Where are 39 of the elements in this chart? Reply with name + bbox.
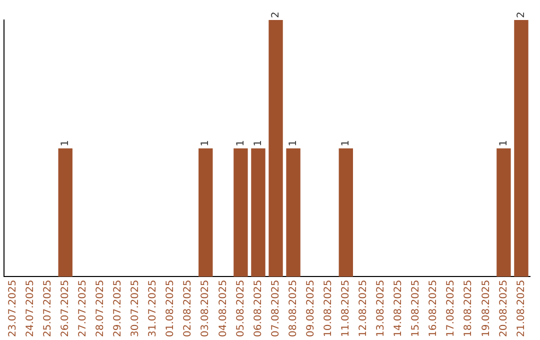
x-tick-label: 02.08.2025: [182, 280, 194, 338]
x-tick-label: 24.07.2025: [24, 280, 36, 338]
x-tick-label: 01.08.2025: [165, 280, 176, 338]
data-label: 2: [516, 12, 527, 18]
x-tick-label: 18.08.2025: [463, 280, 474, 338]
x-tick-label: 14.08.2025: [393, 280, 404, 338]
data-label: 1: [498, 140, 510, 146]
x-tick-label: 19.08.2025: [480, 280, 492, 338]
x-tick-label: 21.08.2025: [516, 280, 527, 338]
x-tick-label: 10.08.2025: [322, 280, 334, 338]
data-label: 1: [340, 140, 352, 146]
x-tick-label: 16.08.2025: [428, 280, 440, 338]
x-tick-label: 20.08.2025: [498, 280, 510, 338]
x-tick-label: 05.08.2025: [235, 280, 246, 338]
data-label: 2: [270, 12, 282, 18]
data-label: 1: [235, 140, 246, 146]
x-tick-label: 04.08.2025: [218, 280, 229, 338]
x-tick-label: 12.08.2025: [358, 280, 370, 338]
x-tick-label: 30.07.2025: [130, 280, 142, 338]
x-tick-label: 25.07.2025: [42, 280, 54, 338]
x-tick-label: 11.08.2025: [340, 280, 352, 338]
data-label: 1: [288, 140, 299, 146]
x-tick-label: 06.08.2025: [252, 280, 264, 338]
x-tick-label: 15.08.2025: [410, 280, 422, 338]
x-tick-label: 29.07.2025: [112, 280, 124, 338]
x-tick-label: 28.07.2025: [95, 280, 106, 338]
x-tick-label: 13.08.2025: [376, 280, 387, 338]
data-label: 1: [252, 140, 264, 146]
data-label: 1: [200, 140, 212, 146]
data-label: 1: [60, 140, 71, 146]
x-tick-label: 17.08.2025: [446, 280, 457, 338]
x-tick-label: 27.07.2025: [77, 280, 88, 338]
x-tick-label: 03.08.2025: [200, 280, 212, 338]
x-tick-label: 08.08.2025: [288, 280, 299, 338]
x-tick-label: 23.07.2025: [7, 280, 18, 338]
x-tick-label: 31.07.2025: [148, 280, 159, 338]
x-tick-label: 26.07.2025: [60, 280, 71, 338]
x-tick-label: 07.08.2025: [270, 280, 282, 338]
x-tick-label: 09.08.2025: [305, 280, 316, 338]
